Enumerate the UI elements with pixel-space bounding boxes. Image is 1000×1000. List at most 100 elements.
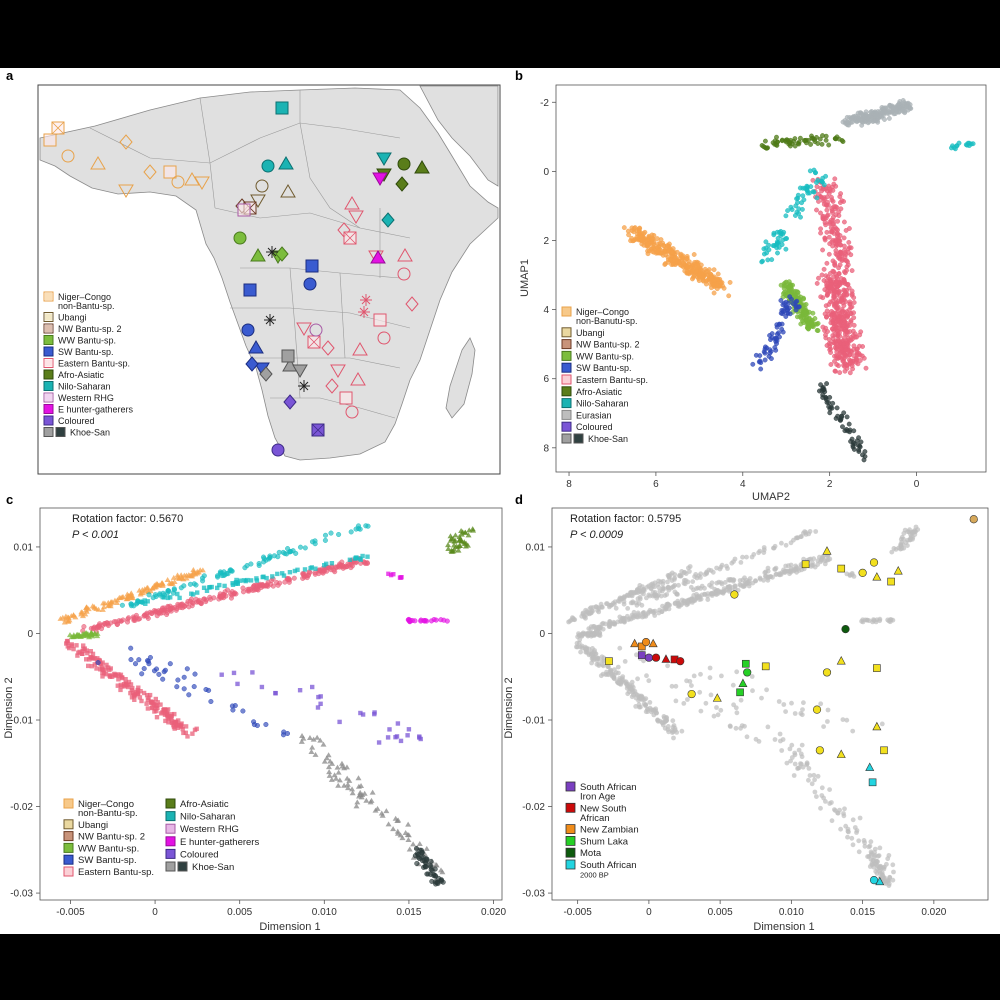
scatter-point xyxy=(154,715,160,720)
umap-point xyxy=(810,189,816,195)
background-point xyxy=(732,556,738,562)
background-point xyxy=(670,718,676,724)
scatter-point xyxy=(315,705,321,710)
background-point xyxy=(611,675,617,681)
background-point xyxy=(588,626,594,632)
umap-point xyxy=(705,268,710,274)
scatter-point xyxy=(406,727,412,732)
map-marker xyxy=(250,248,266,262)
background-point xyxy=(671,735,676,741)
background-point xyxy=(644,673,649,679)
background-point xyxy=(819,793,825,798)
scatter-point xyxy=(145,599,150,604)
umap-point xyxy=(803,301,809,307)
background-point xyxy=(665,663,670,669)
scatter-point xyxy=(172,711,177,717)
umap-point xyxy=(818,230,823,236)
background-point xyxy=(773,565,779,571)
umap-point xyxy=(835,313,841,319)
legend-label: NW Bantu-sp. 2 xyxy=(78,832,145,843)
scatter-point xyxy=(360,553,365,559)
y-tick-label: -0.02 xyxy=(522,802,545,813)
scatter-point xyxy=(309,744,316,750)
ancient-sample-point xyxy=(761,662,770,671)
umap-point xyxy=(712,282,717,288)
scatter-point xyxy=(302,567,308,572)
panel-d-frame xyxy=(551,507,989,901)
umap-point xyxy=(774,229,780,235)
background-point xyxy=(765,565,771,571)
scatter-point xyxy=(191,592,196,597)
background-point xyxy=(849,835,855,841)
map-marker xyxy=(261,159,275,173)
background-point xyxy=(672,572,678,577)
scatter-point xyxy=(275,571,280,577)
scatter-point xyxy=(149,700,154,705)
background-point xyxy=(789,700,794,706)
scatter-point xyxy=(372,710,377,715)
umap-point xyxy=(837,262,843,268)
y-tick-label: 2 xyxy=(543,236,549,247)
map-marker xyxy=(275,101,289,115)
background-point xyxy=(707,665,713,671)
background-point xyxy=(600,663,606,669)
umap-point xyxy=(794,196,799,202)
scatter-point xyxy=(162,711,168,716)
background-point xyxy=(806,766,812,771)
y-tick-label: 6 xyxy=(543,374,549,385)
scatter-point xyxy=(118,672,124,677)
umap-point xyxy=(838,276,844,281)
ancient-sample-point xyxy=(887,577,895,586)
scatter-point xyxy=(107,673,112,678)
background-point xyxy=(857,815,863,821)
map-legend-label: Eastern Bantu-sp. xyxy=(58,359,130,369)
umap-point xyxy=(882,117,887,122)
scatter-point xyxy=(355,783,362,789)
map-legend-swatch-fill xyxy=(45,313,52,321)
legend-swatch xyxy=(565,824,576,834)
umap-point xyxy=(814,184,820,190)
ancient-sample-point xyxy=(676,657,685,666)
umap-point xyxy=(774,322,780,328)
scatter-point xyxy=(57,615,64,621)
scatter-point xyxy=(162,707,167,712)
background-point xyxy=(715,712,721,718)
background-point xyxy=(807,773,813,778)
scatter-point xyxy=(176,718,181,723)
umap-point xyxy=(821,387,826,393)
umap-point xyxy=(814,327,820,333)
scatter-point xyxy=(119,602,125,608)
map-marker xyxy=(344,196,360,210)
scatter-point xyxy=(141,613,147,619)
scatter-point xyxy=(429,618,435,624)
background-point xyxy=(607,624,613,629)
legend-label: Ubangi xyxy=(576,328,605,338)
umap-point xyxy=(774,245,780,251)
scatter-point xyxy=(254,576,259,581)
scatter-point xyxy=(232,590,238,596)
umap-point xyxy=(847,301,853,307)
legend-label: Coloured xyxy=(180,849,219,860)
map-marker-cross xyxy=(51,121,65,135)
y-tick-label: -0.02 xyxy=(10,802,33,813)
scatter-point xyxy=(217,570,223,576)
background-point xyxy=(662,593,668,598)
x-tick-label: -0.005 xyxy=(563,907,592,918)
background-point xyxy=(856,838,862,844)
scatter-point xyxy=(423,860,429,866)
background-point xyxy=(678,602,684,608)
map-legend-swatch xyxy=(43,369,54,380)
scatter-point xyxy=(114,597,121,603)
background-point xyxy=(800,707,805,712)
umap-point xyxy=(808,142,813,147)
umap-point xyxy=(822,287,828,293)
map-marker xyxy=(143,164,157,180)
umap-point xyxy=(817,388,822,394)
scatter-point xyxy=(196,597,202,603)
scatter-point xyxy=(190,731,195,736)
map-markers xyxy=(43,101,430,457)
map-marker xyxy=(233,231,247,245)
background-point xyxy=(889,549,895,555)
scatter-point xyxy=(134,689,139,695)
